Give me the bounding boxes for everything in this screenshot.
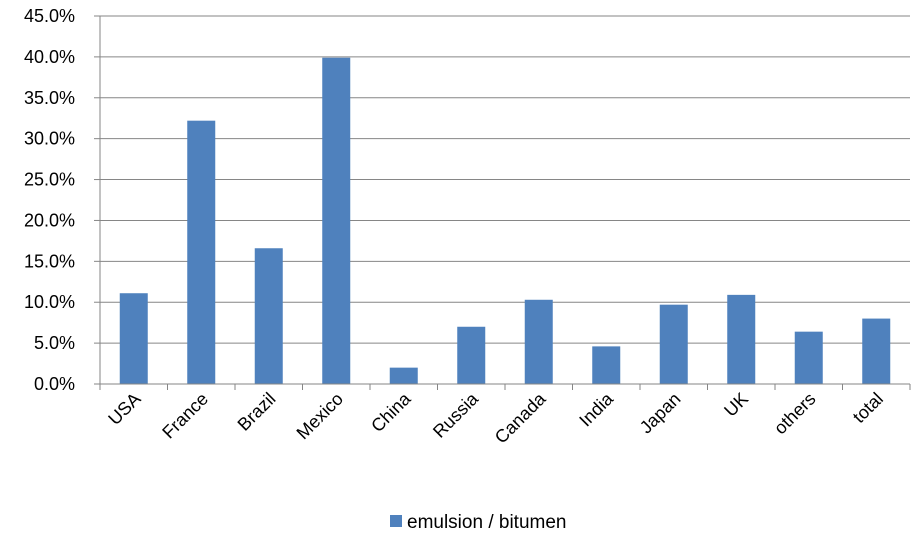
x-tick-label-usa: USA [104,389,144,429]
y-tick-label: 0.0% [34,374,75,394]
y-tick-label: 5.0% [34,333,75,353]
x-tick-label-china: China [367,388,415,436]
x-tick-label-brazil: Brazil [234,389,280,435]
y-tick-label: 20.0% [24,210,75,230]
bar-japan [659,304,688,384]
legend-swatch [390,515,402,527]
x-tick-label-uk: UK [720,389,752,421]
x-tick-labels: USA France Brazil Mexico China Russia Canada In… [104,388,887,447]
x-tick-label-india: India [575,388,617,430]
bar-total [862,318,891,384]
bar-russia [457,326,486,384]
x-tick-label-france: France [158,389,212,443]
bar-others [794,331,823,384]
bar-uk [727,294,756,384]
y-tick-labels: 0.0% 5.0% 10.0% 15.0% 20.0% 25.0% 30.0% 35.0% 40… [24,6,75,394]
y-tick-label: 25.0% [24,170,75,190]
gridlines [100,15,910,344]
y-tick-label: 35.0% [24,88,75,108]
axes [94,15,911,390]
bar-india [592,346,621,384]
bar-mexico [322,57,351,384]
bar-canada [524,299,553,384]
y-tick-label: 45.0% [24,6,75,26]
x-tick-label-mexico: Mexico [293,389,347,443]
bar-brazil [254,248,283,384]
y-tick-label: 40.0% [24,47,75,67]
bar-france [187,120,216,385]
x-tick-label-total: total [849,389,887,427]
y-tick-label: 15.0% [24,251,75,271]
x-tick-label-canada: Canada [491,388,550,447]
legend: emulsion / bitumen [390,512,566,533]
bars [119,57,891,385]
y-tick-label: 10.0% [24,292,75,312]
x-tick-label-russia: Russia [429,388,483,442]
legend-label: emulsion / bitumen [407,512,566,533]
y-tick-label: 30.0% [24,129,75,149]
bar-usa [119,293,148,384]
bar-china [389,367,418,384]
x-tick-label-others: others [770,389,820,439]
x-tick-label-japan: Japan [636,389,685,438]
